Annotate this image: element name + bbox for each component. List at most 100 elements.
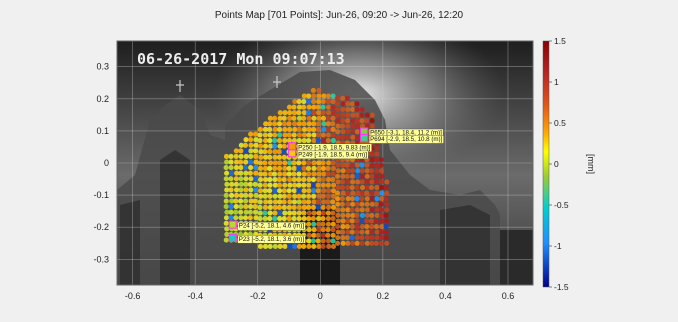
data-point	[282, 160, 288, 166]
data-point	[286, 188, 292, 194]
labeled-point-marker[interactable]	[288, 149, 297, 158]
data-point	[277, 216, 283, 222]
data-point	[354, 101, 360, 107]
labeled-point-marker[interactable]	[228, 233, 237, 242]
data-point	[257, 243, 264, 250]
data-point	[330, 243, 337, 250]
data-point	[325, 188, 332, 194]
data-point	[340, 118, 346, 124]
data-point	[368, 184, 375, 191]
data-point	[224, 159, 230, 165]
data-point	[321, 199, 327, 205]
data-point	[316, 110, 322, 116]
colorbar-tick-label: -1	[554, 241, 562, 251]
colorbar-tick-label: -0.5	[554, 200, 569, 210]
data-point	[228, 159, 234, 165]
data-point	[224, 187, 230, 193]
data-point	[373, 223, 379, 230]
data-point	[296, 182, 302, 188]
data-point	[306, 221, 312, 227]
data-point	[291, 204, 297, 211]
data-point	[252, 148, 259, 154]
y-tick-label: 0.1	[96, 126, 109, 136]
data-point	[325, 104, 332, 110]
data-point	[354, 184, 360, 191]
data-point	[344, 173, 350, 179]
data-point	[296, 199, 302, 205]
data-point	[243, 148, 249, 154]
data-point	[364, 196, 370, 202]
data-point	[267, 132, 273, 138]
data-point	[286, 193, 292, 199]
data-point	[281, 143, 287, 149]
data-point	[310, 238, 316, 244]
data-point	[354, 162, 360, 168]
labeled-point-marker[interactable]	[228, 220, 237, 229]
data-point	[330, 121, 336, 127]
data-point	[253, 137, 259, 143]
data-point	[228, 209, 234, 215]
data-point	[272, 210, 278, 216]
data-point	[287, 160, 293, 166]
data-point	[311, 232, 317, 238]
data-point	[345, 229, 351, 235]
data-point	[349, 168, 356, 174]
data-point	[238, 165, 244, 171]
data-point	[335, 106, 341, 113]
data-point	[315, 199, 321, 205]
y-tick-label: -0.3	[93, 254, 109, 264]
data-point	[325, 221, 331, 227]
data-point	[296, 216, 302, 222]
data-point	[369, 240, 375, 246]
data-point	[292, 243, 298, 250]
data-point	[233, 159, 240, 165]
data-point	[243, 192, 249, 199]
data-point	[262, 126, 269, 132]
data-point	[345, 101, 351, 107]
data-point	[330, 110, 337, 116]
data-point	[292, 121, 298, 127]
data-point	[325, 99, 331, 105]
point-label: P250 [-1.9, 18.5, 9.83 (m)]	[298, 144, 371, 151]
data-point	[253, 153, 259, 160]
data-point	[354, 196, 360, 202]
data-point	[330, 210, 336, 216]
data-point	[301, 171, 307, 177]
data-point	[311, 126, 317, 132]
data-point	[272, 182, 278, 188]
data-point	[364, 118, 370, 124]
data-point	[238, 176, 244, 182]
data-point	[282, 182, 288, 188]
data-point	[364, 168, 370, 174]
data-point	[345, 134, 351, 140]
labeled-point-marker[interactable]	[360, 133, 369, 143]
data-point	[257, 126, 263, 132]
data-point	[374, 162, 380, 168]
data-point	[292, 193, 298, 199]
data-point	[315, 188, 321, 194]
data-point	[335, 134, 341, 140]
data-point	[330, 188, 337, 194]
data-point	[287, 210, 293, 216]
data-point	[296, 132, 302, 138]
data-point	[316, 115, 322, 121]
data-point	[267, 138, 273, 144]
data-point	[247, 209, 253, 215]
data-point	[374, 212, 380, 218]
data-point	[359, 229, 365, 235]
labeled-point-marker[interactable]	[288, 142, 297, 151]
data-point	[340, 112, 346, 118]
data-point	[339, 184, 346, 191]
data-point	[286, 104, 292, 110]
data-point	[364, 173, 370, 179]
data-point	[340, 223, 346, 230]
data-point	[369, 235, 375, 241]
data-point	[238, 181, 244, 187]
data-point	[364, 207, 371, 213]
data-point	[344, 162, 350, 168]
data-point	[320, 104, 326, 110]
data-point	[311, 165, 317, 171]
data-point	[373, 179, 380, 185]
data-point	[262, 171, 268, 177]
